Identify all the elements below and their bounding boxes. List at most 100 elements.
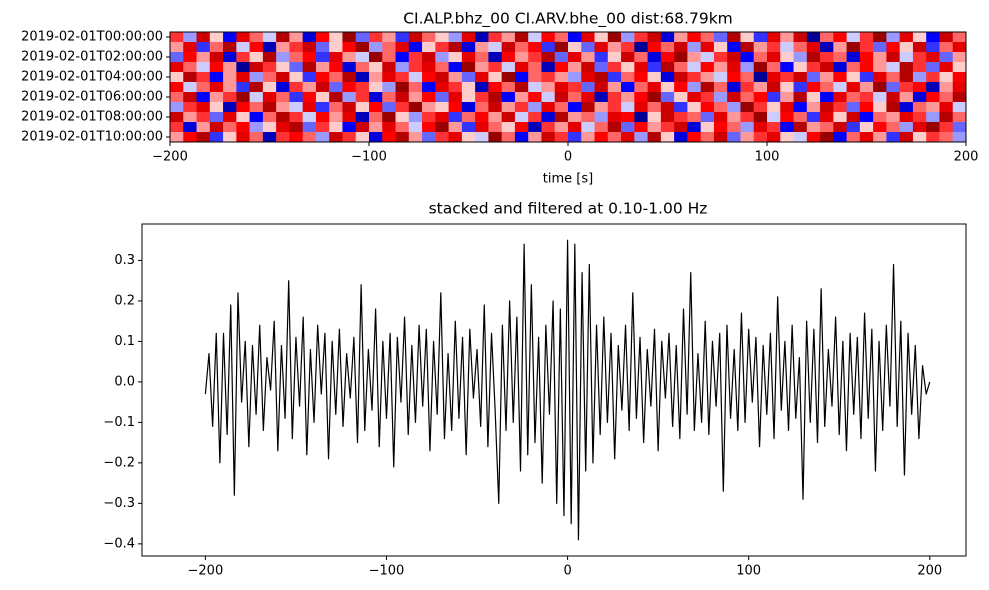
heatmap-cell [713, 122, 728, 133]
heatmap-cell [541, 102, 556, 113]
heatmap-cell [753, 42, 768, 53]
heatmap-cell [859, 32, 874, 43]
heatmap-cell [886, 62, 901, 73]
heatmap-cell [236, 102, 250, 113]
heatmap-cell [873, 72, 887, 83]
heatmap-cell [621, 102, 635, 113]
heatmap-cell [329, 102, 343, 113]
heatmap-cell [276, 122, 290, 133]
heatmap-cell [289, 32, 304, 43]
heatmap-cell [475, 112, 489, 123]
y-tick-label: 2019-02-01T06:00:00 [21, 90, 163, 105]
y-tick-label: 2019-02-01T02:00:00 [21, 50, 163, 65]
heatmap-cell [806, 82, 821, 93]
heatmap-cell [342, 102, 357, 113]
heatmap-cell [912, 122, 927, 133]
heatmap-cell [528, 132, 542, 143]
heatmap-cell [501, 32, 516, 43]
heatmap-cell [727, 72, 741, 83]
heatmap-cell [939, 112, 954, 123]
heatmap-cell [687, 132, 702, 143]
heatmap-cell [647, 62, 662, 73]
heatmap-cell [435, 52, 449, 63]
heatmap-cell [541, 112, 556, 123]
heatmap-cell [647, 42, 662, 53]
heatmap-cell [302, 42, 317, 53]
heatmap-cell [833, 122, 847, 133]
heatmap-cell [806, 112, 821, 123]
heatmap-cell [514, 72, 529, 83]
heatmap-cell [621, 62, 635, 73]
heatmap-cell [435, 62, 449, 73]
heatmap-cell [634, 62, 648, 73]
heatmap-cell [899, 82, 914, 93]
heatmap-cell [926, 52, 940, 63]
heatmap-cell [912, 102, 927, 113]
heatmap-cell [302, 32, 317, 43]
heatmap-cell [899, 52, 914, 63]
heatmap-cell [395, 32, 410, 43]
heatmap-cell [581, 42, 595, 53]
heatmap-cell [302, 82, 317, 93]
heatmap-cell [289, 42, 304, 53]
heatmap-cell [408, 102, 423, 113]
heatmap-cell [289, 102, 304, 113]
heatmap-cell [793, 52, 808, 63]
heatmap-cell [475, 62, 489, 73]
heatmap-cell [262, 42, 277, 53]
heatmap-cell [554, 62, 569, 73]
heatmap-cell [315, 72, 330, 83]
heatmap-cell [408, 72, 423, 83]
heatmap-cell [674, 122, 688, 133]
heatmap-cell [674, 52, 688, 63]
heatmap-cell [767, 32, 781, 43]
heatmap-cell [196, 132, 211, 143]
heatmap-cell [382, 92, 396, 103]
heatmap-cell [435, 132, 449, 143]
heatmap-cell [886, 82, 901, 93]
heatmap-cell [581, 62, 595, 73]
heatmap-cell [461, 52, 476, 63]
heatmap-cell [369, 72, 383, 83]
heatmap-cell [820, 72, 834, 83]
heatmap-cell [395, 82, 410, 93]
heatmap-cell [740, 42, 755, 53]
heatmap-cell [767, 132, 781, 143]
heatmap-cell [369, 42, 383, 53]
heatmap-cell [183, 82, 197, 93]
heatmap-cell [276, 42, 290, 53]
heatmap-cell [634, 112, 648, 123]
heatmap-cell [687, 102, 702, 113]
heatmap-cell [501, 52, 516, 63]
heatmap-cell [461, 32, 476, 43]
heatmap-cell [568, 112, 582, 123]
heatmap-cell [859, 102, 874, 113]
heatmap-cell [342, 62, 357, 73]
heatmap-cell [461, 112, 476, 123]
heatmap-cell [408, 42, 423, 53]
x-tick-label: −200 [188, 564, 224, 579]
heatmap-cell [926, 42, 940, 53]
heatmap-cell [660, 52, 675, 63]
heatmap-cell [236, 62, 250, 73]
heatmap-cell [939, 42, 954, 53]
heatmap-cell [793, 42, 808, 53]
heatmap-cell [315, 52, 330, 63]
heatmap-cell [793, 132, 808, 143]
heatmap-cell [594, 42, 609, 53]
heatmap-cell [780, 102, 794, 113]
line-series [204, 239, 931, 541]
heatmap-cell [541, 42, 556, 53]
heatmap-cell [621, 72, 635, 83]
heatmap-cell [395, 42, 410, 53]
heatmap-cell [740, 82, 755, 93]
heatmap-cell [249, 62, 264, 73]
heatmap-cell [594, 72, 609, 83]
heatmap-cell [727, 62, 741, 73]
heatmap-cell [276, 32, 290, 43]
heatmap-cell [846, 42, 861, 53]
heatmap-cell [395, 92, 410, 103]
heatmap-cell [859, 132, 874, 143]
heatmap-cell [541, 122, 556, 133]
heatmap-cell [355, 92, 370, 103]
